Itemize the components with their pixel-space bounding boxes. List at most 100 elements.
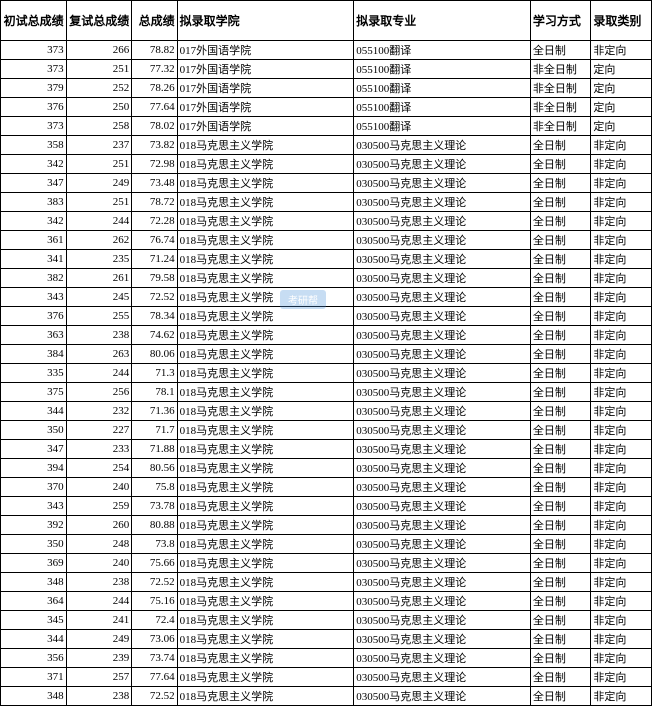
cell-type: 非定向 xyxy=(591,421,652,440)
cell-college: 018马克思主义学院 xyxy=(177,212,354,231)
cell-score2: 256 xyxy=(66,383,132,402)
table-row: 34823872.52018马克思主义学院030500马克思主义理论全日制非定向 xyxy=(1,573,652,592)
cell-total: 72.4 xyxy=(132,611,177,630)
cell-major: 030500马克思主义理论 xyxy=(354,364,531,383)
cell-study: 全日制 xyxy=(530,554,591,573)
cell-college: 018马克思主义学院 xyxy=(177,364,354,383)
cell-college: 018马克思主义学院 xyxy=(177,345,354,364)
cell-type: 非定向 xyxy=(591,155,652,174)
cell-type: 非定向 xyxy=(591,516,652,535)
cell-score1: 369 xyxy=(1,554,67,573)
cell-college: 018马克思主义学院 xyxy=(177,269,354,288)
table-row: 36424475.16018马克思主义学院030500马克思主义理论全日制非定向 xyxy=(1,592,652,611)
table-row: 35024873.8018马克思主义学院030500马克思主义理论全日制非定向 xyxy=(1,535,652,554)
cell-major: 030500马克思主义理论 xyxy=(354,440,531,459)
table-row: 37325878.02017外国语学院055100翻译非全日制定向 xyxy=(1,117,652,136)
cell-score1: 335 xyxy=(1,364,67,383)
cell-total: 73.48 xyxy=(132,174,177,193)
header-study: 学习方式 xyxy=(530,1,591,41)
cell-total: 72.52 xyxy=(132,288,177,307)
cell-college: 017外国语学院 xyxy=(177,79,354,98)
cell-total: 72.28 xyxy=(132,212,177,231)
cell-score2: 250 xyxy=(66,98,132,117)
table-row: 34723371.88018马克思主义学院030500马克思主义理论全日制非定向 xyxy=(1,440,652,459)
cell-major: 030500马克思主义理论 xyxy=(354,478,531,497)
cell-type: 非定向 xyxy=(591,649,652,668)
cell-study: 全日制 xyxy=(530,459,591,478)
cell-type: 非定向 xyxy=(591,478,652,497)
cell-college: 018马克思主义学院 xyxy=(177,193,354,212)
cell-major: 030500马克思主义理论 xyxy=(354,231,531,250)
cell-score2: 233 xyxy=(66,440,132,459)
cell-major: 055100翻译 xyxy=(354,98,531,117)
cell-total: 75.16 xyxy=(132,592,177,611)
cell-score2: 251 xyxy=(66,155,132,174)
cell-type: 定向 xyxy=(591,98,652,117)
header-major: 拟录取专业 xyxy=(354,1,531,41)
cell-total: 78.02 xyxy=(132,117,177,136)
cell-study: 非全日制 xyxy=(530,79,591,98)
cell-college: 018马克思主义学院 xyxy=(177,402,354,421)
cell-score1: 347 xyxy=(1,440,67,459)
cell-score1: 341 xyxy=(1,250,67,269)
cell-college: 017外国语学院 xyxy=(177,117,354,136)
cell-score1: 370 xyxy=(1,478,67,497)
table-row: 34324572.52018马克思主义学院030500马克思主义理论全日制非定向 xyxy=(1,288,652,307)
cell-score2: 258 xyxy=(66,117,132,136)
cell-score2: 254 xyxy=(66,459,132,478)
table-row: 38226179.58018马克思主义学院030500马克思主义理论全日制非定向 xyxy=(1,269,652,288)
cell-study: 全日制 xyxy=(530,402,591,421)
cell-study: 非全日制 xyxy=(530,98,591,117)
cell-score1: 371 xyxy=(1,668,67,687)
cell-college: 018马克思主义学院 xyxy=(177,155,354,174)
cell-college: 018马克思主义学院 xyxy=(177,592,354,611)
cell-study: 非全日制 xyxy=(530,60,591,79)
cell-type: 非定向 xyxy=(591,592,652,611)
cell-college: 018马克思主义学院 xyxy=(177,554,354,573)
cell-major: 030500马克思主义理论 xyxy=(354,668,531,687)
cell-study: 全日制 xyxy=(530,497,591,516)
header-college: 拟录取学院 xyxy=(177,1,354,41)
cell-score1: 394 xyxy=(1,459,67,478)
cell-score2: 232 xyxy=(66,402,132,421)
cell-total: 78.26 xyxy=(132,79,177,98)
table-row: 36323874.62018马克思主义学院030500马克思主义理论全日制非定向 xyxy=(1,326,652,345)
table-row: 39226080.88018马克思主义学院030500马克思主义理论全日制非定向 xyxy=(1,516,652,535)
cell-college: 018马克思主义学院 xyxy=(177,421,354,440)
table-row: 34225172.98018马克思主义学院030500马克思主义理论全日制非定向 xyxy=(1,155,652,174)
cell-college: 018马克思主义学院 xyxy=(177,573,354,592)
cell-total: 78.82 xyxy=(132,41,177,60)
table-row: 37925278.26017外国语学院055100翻译非全日制定向 xyxy=(1,79,652,98)
cell-major: 030500马克思主义理论 xyxy=(354,326,531,345)
cell-total: 71.7 xyxy=(132,421,177,440)
cell-college: 018马克思主义学院 xyxy=(177,383,354,402)
table-row: 38325178.72018马克思主义学院030500马克思主义理论全日制非定向 xyxy=(1,193,652,212)
header-type: 录取类别 xyxy=(591,1,652,41)
cell-score2: 255 xyxy=(66,307,132,326)
cell-score1: 392 xyxy=(1,516,67,535)
cell-major: 055100翻译 xyxy=(354,117,531,136)
cell-study: 全日制 xyxy=(530,250,591,269)
cell-score1: 379 xyxy=(1,79,67,98)
cell-total: 71.24 xyxy=(132,250,177,269)
table-row: 34224472.28018马克思主义学院030500马克思主义理论全日制非定向 xyxy=(1,212,652,231)
cell-score2: 251 xyxy=(66,193,132,212)
cell-score2: 259 xyxy=(66,497,132,516)
cell-study: 全日制 xyxy=(530,687,591,706)
cell-score1: 342 xyxy=(1,155,67,174)
cell-total: 78.72 xyxy=(132,193,177,212)
cell-total: 75.66 xyxy=(132,554,177,573)
cell-score1: 363 xyxy=(1,326,67,345)
cell-score1: 361 xyxy=(1,231,67,250)
cell-score2: 263 xyxy=(66,345,132,364)
cell-score1: 383 xyxy=(1,193,67,212)
table-row: 38426380.06018马克思主义学院030500马克思主义理论全日制非定向 xyxy=(1,345,652,364)
cell-type: 非定向 xyxy=(591,212,652,231)
cell-score2: 227 xyxy=(66,421,132,440)
cell-major: 030500马克思主义理论 xyxy=(354,307,531,326)
cell-major: 030500马克思主义理论 xyxy=(354,174,531,193)
cell-score1: 384 xyxy=(1,345,67,364)
cell-total: 73.78 xyxy=(132,497,177,516)
cell-major: 030500马克思主义理论 xyxy=(354,402,531,421)
cell-college: 018马克思主义学院 xyxy=(177,231,354,250)
